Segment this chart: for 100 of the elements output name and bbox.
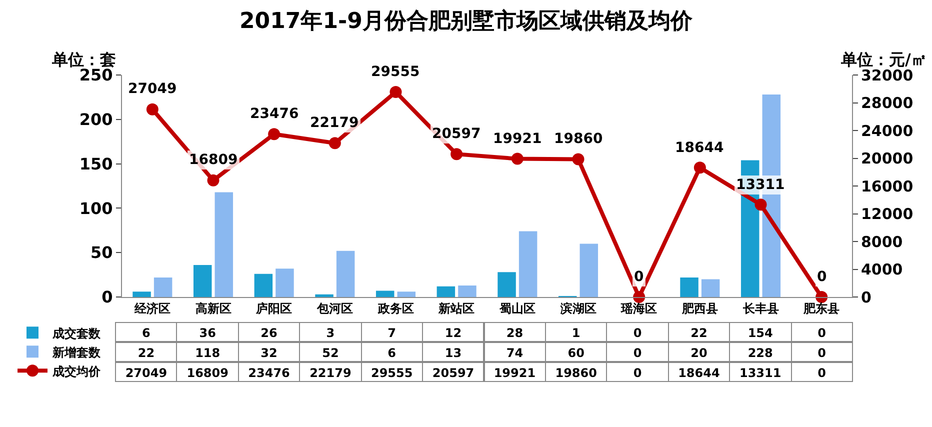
data-label: 16809: [176, 362, 239, 382]
annotation: 16809: [189, 152, 238, 168]
annotation: 29555: [371, 64, 420, 80]
y2-tick-label: 16000: [861, 177, 914, 196]
data-label: 74: [484, 342, 546, 362]
point: [207, 174, 220, 186]
x-tick-label: 政务区: [376, 301, 414, 316]
y-axis-title: 单位：套: [51, 50, 116, 69]
data-label: 1: [544, 322, 608, 342]
point: [390, 86, 402, 98]
y2-axis-title: 单位：元/㎡: [840, 50, 927, 69]
point: [754, 198, 767, 211]
bar: [498, 272, 516, 297]
data-label: 60: [544, 342, 608, 362]
legend-label: 成交均价: [52, 364, 102, 378]
x-tick-label: 肥西县: [680, 301, 718, 316]
x-tick-label: 瑶海区: [620, 301, 658, 316]
x-tick-label: 肥东县: [802, 301, 840, 316]
bar: [436, 286, 456, 297]
y-tick-label: 150: [79, 154, 113, 174]
data-label: 0: [790, 342, 853, 362]
point: [694, 162, 706, 174]
y2-tick-label: 24000: [861, 122, 914, 140]
y-tick-label: 0: [102, 288, 113, 307]
point: [450, 148, 463, 160]
data-label: 19860: [544, 362, 608, 382]
y2-tick-label: 4000: [861, 260, 903, 278]
data-label: 0: [606, 362, 669, 382]
annotation: 0: [634, 269, 644, 285]
annotation: 20597: [432, 126, 481, 142]
chart-title: 2017年1-9月份合肥别墅市场区域供销及均价: [240, 8, 694, 34]
annotation: 22179: [310, 115, 359, 131]
bar: [580, 244, 598, 297]
data-label: 32: [238, 342, 300, 362]
y2-tick-label: 8000: [861, 232, 903, 251]
x-tick-label: 经济区: [133, 301, 170, 316]
data-label: 20: [668, 342, 730, 362]
point: [572, 153, 584, 166]
data-label: 36: [176, 322, 239, 342]
x-tick-label: 滨湖区: [559, 301, 596, 316]
data-label: 20597: [422, 362, 484, 382]
data-label: 0: [606, 322, 669, 342]
data-label: 6: [115, 322, 178, 342]
x-tick-label: 新站区: [438, 301, 475, 316]
annotation: 27049: [128, 81, 177, 97]
data-label: 18644: [668, 362, 730, 382]
bar: [154, 277, 172, 297]
annotation: 0: [817, 269, 827, 285]
bar: [397, 292, 416, 297]
data-label: 118: [176, 342, 239, 362]
y2-tick-label: 32000: [861, 66, 914, 84]
annotation: 19860: [554, 131, 603, 147]
bar: [132, 292, 151, 297]
y2-tick-label: 0: [861, 288, 872, 306]
bar: [214, 192, 234, 297]
data-label: 22179: [299, 362, 362, 382]
legend-label: 新增套数: [52, 345, 102, 360]
data-label: 23476: [238, 362, 300, 382]
legend-label: 成交套数: [52, 326, 102, 340]
x-tick-label: 蜀山区: [498, 301, 536, 316]
data-label: 26: [238, 322, 300, 342]
point: [511, 152, 524, 165]
annotation: 23476: [250, 106, 299, 122]
x-tick-label: 长丰县: [742, 301, 779, 316]
point: [328, 137, 341, 150]
x-tick-label: 包河区: [316, 301, 353, 316]
data-label: 12: [422, 322, 484, 342]
data-label: 22: [668, 322, 730, 342]
y2-tick-label: 20000: [861, 150, 914, 168]
bar: [701, 279, 720, 297]
data-label: 13311: [729, 362, 792, 382]
y2-tick-label: 12000: [861, 205, 914, 223]
data-label: 154: [729, 322, 792, 342]
y-tick-label: 100: [79, 198, 113, 218]
annotation: 19921: [493, 131, 542, 147]
annotation: 18644: [675, 140, 724, 156]
point: [268, 128, 280, 140]
bar: [518, 231, 538, 297]
data-label: 0: [606, 342, 669, 362]
point: [146, 103, 158, 116]
data-label: 3: [299, 322, 362, 342]
data-label: 0: [790, 362, 853, 382]
data-label: 19921: [484, 362, 546, 382]
data-label: 228: [729, 342, 792, 362]
data-label: 6: [360, 342, 424, 362]
bar: [336, 250, 355, 297]
x-tick-label: 庐阳区: [255, 301, 292, 316]
data-label: 29555: [360, 362, 424, 382]
bar: [193, 265, 212, 297]
data-label: 52: [299, 342, 362, 362]
bar: [315, 294, 334, 297]
y-tick-label: 50: [90, 243, 113, 262]
data-label: 22: [115, 342, 178, 362]
data-label: 13: [422, 342, 484, 362]
bar: [376, 290, 394, 297]
data-label: 27049: [115, 362, 178, 382]
y-tick-label: 200: [79, 110, 113, 129]
bar: [458, 285, 476, 297]
data-label: 0: [790, 322, 853, 342]
annotation: 13311: [736, 177, 785, 193]
